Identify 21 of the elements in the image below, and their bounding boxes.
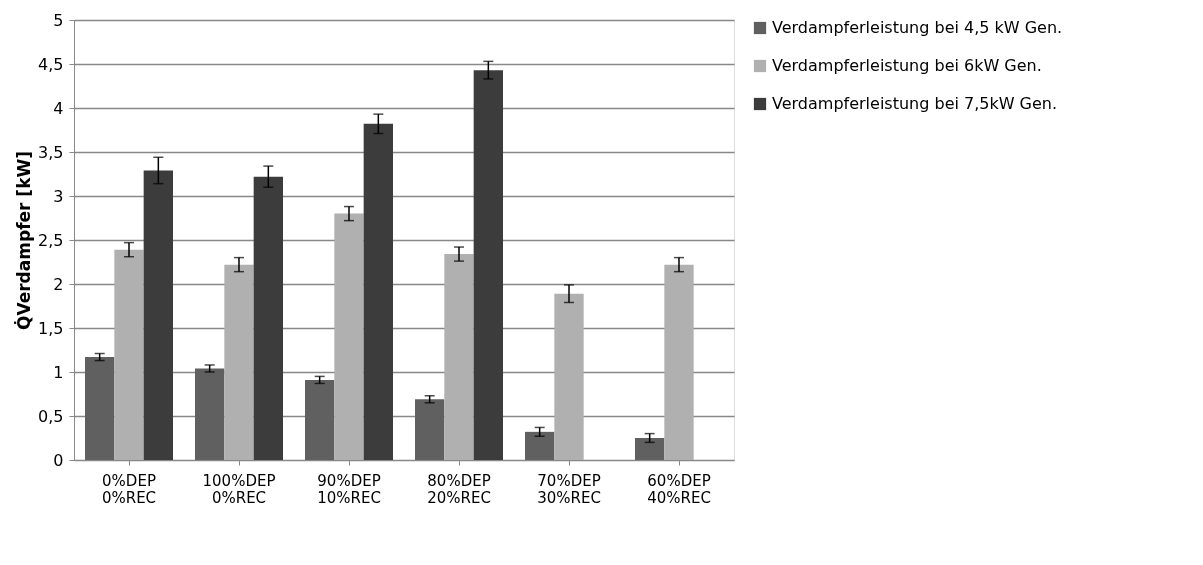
y-tick-label: 2 (53, 274, 64, 294)
y-tick-label: 2,5 (38, 230, 64, 250)
x-tick-label: 90%DEP 10%REC (317, 471, 381, 507)
legend-label: Verdampferleistung bei 6kW Gen. (772, 56, 1042, 75)
legend-label: Verdampferleistung bei 7,5kW Gen. (772, 94, 1058, 113)
y-axis-title: Q̇Verdampfer [kW] (13, 151, 35, 330)
y-tick-label: 3,5 (38, 142, 64, 162)
y-tick-label: 5 (53, 10, 64, 30)
x-tick-label: 70%DEP 30%REC (537, 471, 601, 507)
y-tick-label: 0 (53, 450, 64, 470)
y-tick-label: 3 (53, 186, 64, 206)
x-tick-label: 0%DEP 0%REC (101, 471, 157, 507)
x-tick-label: 100%DEP 0%REC (202, 471, 276, 507)
y-tick-label: 4 (53, 98, 64, 118)
y-tick-label: 1 (53, 362, 64, 382)
x-tick-label: 60%DEP 40%REC (647, 471, 711, 507)
x-tick-label: 80%DEP 20%REC (427, 471, 491, 507)
y-tick-label: 0,5 (38, 406, 64, 426)
legend-label: Verdampferleistung bei 4,5 kW Gen. (772, 18, 1063, 37)
y-tick-label: 4,5 (38, 54, 64, 74)
y-tick-label: 1,5 (38, 318, 64, 338)
